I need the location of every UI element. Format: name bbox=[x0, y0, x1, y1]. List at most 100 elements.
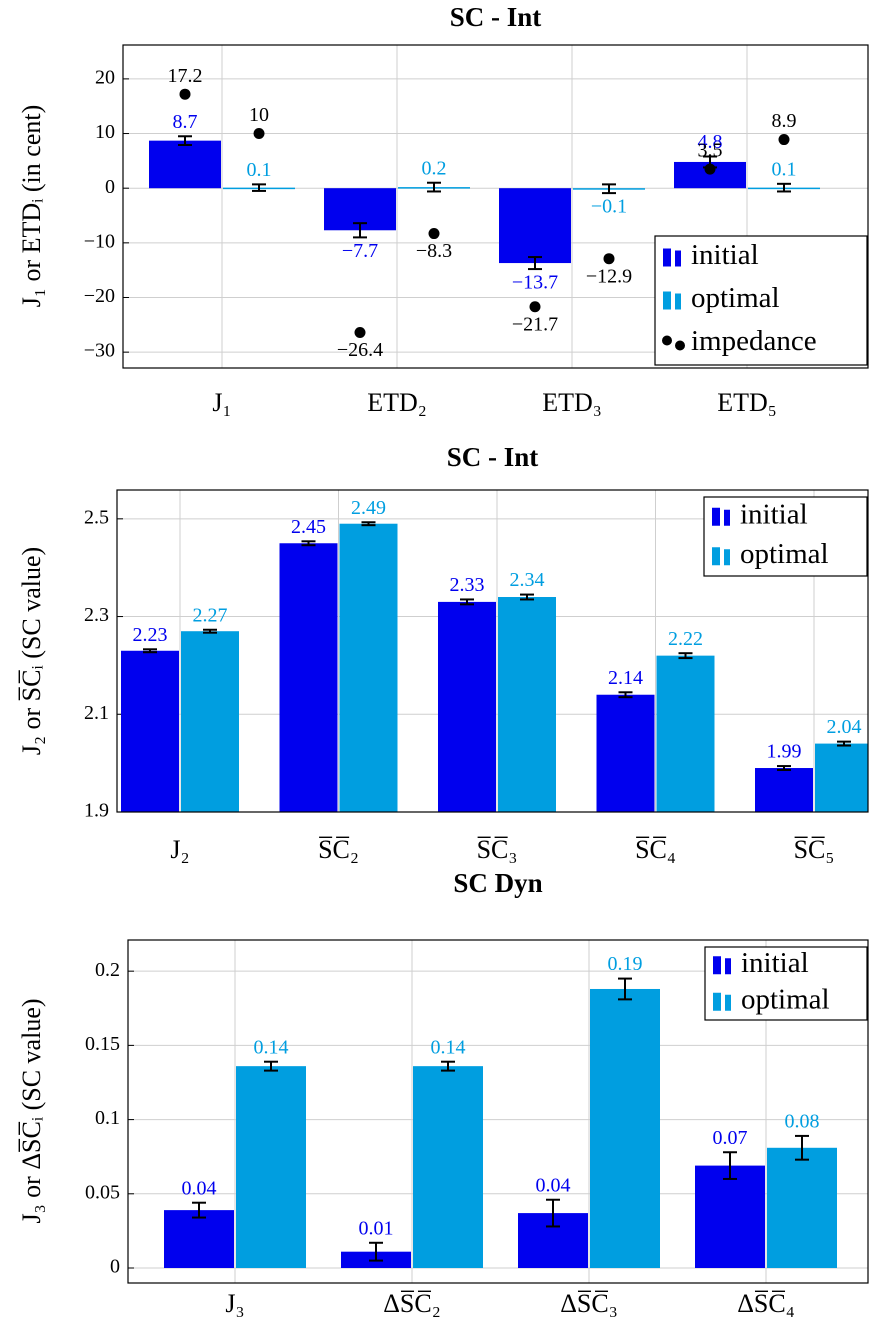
value-label: −12.9 bbox=[586, 265, 632, 287]
y-tick-label: 20 bbox=[95, 66, 115, 88]
bar bbox=[695, 1165, 765, 1269]
value-label: 0.04 bbox=[182, 1177, 217, 1199]
legend-marker bbox=[663, 248, 671, 267]
y-tick-label: 0 bbox=[105, 176, 115, 198]
legend-label: impedance bbox=[691, 325, 817, 357]
value-label: 0.01 bbox=[359, 1217, 394, 1239]
value-label: 2.04 bbox=[827, 716, 862, 738]
legend: initial optimal bbox=[703, 496, 868, 577]
y-tick-label: 2.5 bbox=[84, 506, 109, 528]
legend-box bbox=[704, 946, 868, 1021]
value-label: −26.4 bbox=[337, 339, 383, 361]
value-label: 0.1 bbox=[247, 159, 272, 181]
scatter-point bbox=[529, 301, 541, 313]
value-label: 0.19 bbox=[608, 953, 643, 975]
x-tick-label: S̅C̅₄ bbox=[635, 835, 676, 864]
chart-panel: SC - Int J₁ or ETDᵢ (in cent) −30 −20 −10 0 10… bbox=[17, 2, 869, 417]
value-label: −7.7 bbox=[342, 240, 378, 262]
value-label: −13.7 bbox=[512, 272, 558, 294]
y-axis-label: J₂ or S̅C̅ᵢ (SC value) bbox=[17, 547, 46, 755]
value-label: 0.14 bbox=[431, 1036, 466, 1058]
x-tick-label: J₁ bbox=[212, 388, 231, 417]
legend-marker bbox=[675, 293, 681, 310]
legend-marker bbox=[725, 994, 731, 1011]
bar bbox=[279, 543, 338, 812]
plot-area bbox=[121, 521, 868, 812]
legend-marker bbox=[675, 340, 685, 351]
legend-marker bbox=[662, 335, 672, 346]
bar bbox=[236, 1066, 306, 1269]
chart-panel: SC Dyn J₃ or ΔS̅C̅ᵢ (SC value) 0 0.05 0.1 0.1… bbox=[17, 868, 869, 1318]
value-label: 1.99 bbox=[767, 741, 802, 763]
value-label: 0.2 bbox=[422, 157, 447, 179]
legend-marker bbox=[724, 509, 730, 526]
value-label: 0.04 bbox=[536, 1174, 571, 1196]
legend-label: initial bbox=[691, 239, 759, 271]
y-tick-label: −10 bbox=[84, 230, 115, 252]
value-label: 2.49 bbox=[351, 497, 386, 519]
legend: initial optimal impedance bbox=[654, 235, 868, 366]
legend-marker bbox=[675, 250, 681, 267]
y-tick-label: 0.1 bbox=[95, 1107, 120, 1129]
y-tick-label: 0 bbox=[110, 1256, 120, 1278]
bar bbox=[656, 655, 715, 812]
x-tick-label: S̅C̅₅ bbox=[794, 835, 835, 864]
value-label: 2.22 bbox=[668, 628, 703, 650]
value-label: 0.07 bbox=[713, 1127, 748, 1149]
value-label: 10 bbox=[249, 104, 269, 126]
y-tick-label: 0.2 bbox=[95, 959, 120, 981]
legend-marker bbox=[713, 992, 721, 1011]
legend-marker bbox=[712, 547, 720, 566]
value-label: 8.9 bbox=[772, 110, 797, 132]
value-labels: 8.7 −7.7 −13.7 4.8 0.1 0.2 −0.1 0.1 17.2 10 −26.4 −… bbox=[168, 65, 797, 361]
x-tick-label: J₃ bbox=[225, 1289, 244, 1318]
value-label: 2.23 bbox=[133, 624, 168, 646]
bar bbox=[590, 988, 660, 1269]
bar bbox=[499, 188, 571, 264]
legend-box bbox=[654, 235, 868, 366]
bar bbox=[149, 140, 221, 189]
chart-title: SC Dyn bbox=[453, 868, 542, 898]
x-tick-label: ETD₅ bbox=[717, 388, 777, 417]
x-tick-label: S̅C̅₂ bbox=[318, 835, 359, 864]
chart-title: SC - Int bbox=[450, 2, 542, 32]
y-tick-label: 10 bbox=[95, 121, 115, 143]
value-labels: 0.04 0.01 0.04 0.07 0.14 0.14 0.19 0.08 bbox=[182, 953, 820, 1239]
y-tick-label: −20 bbox=[84, 285, 115, 307]
bar bbox=[596, 694, 655, 812]
scatter-point bbox=[428, 228, 440, 240]
scatter-point bbox=[603, 253, 615, 265]
x-tick-label: ΔS̅C̅₃ bbox=[560, 1289, 618, 1318]
scatter-point bbox=[179, 88, 191, 100]
bar bbox=[413, 1066, 483, 1269]
legend-marker bbox=[712, 507, 720, 526]
value-label: 2.34 bbox=[510, 569, 545, 591]
legend-label: optimal bbox=[740, 538, 829, 570]
scatter-point bbox=[253, 128, 265, 140]
axes-frame bbox=[127, 939, 869, 1284]
value-label: 2.14 bbox=[608, 667, 643, 689]
legend-marker bbox=[713, 956, 721, 975]
value-label: 0.14 bbox=[254, 1036, 289, 1058]
y-tick-label: 2.1 bbox=[84, 702, 109, 724]
scatter-point bbox=[354, 326, 366, 338]
value-labels: 2.23 2.45 2.33 2.14 1.99 2.27 2.49 2.34 2.22 2.04 bbox=[133, 497, 862, 763]
value-label: 2.45 bbox=[291, 516, 326, 538]
value-label: 2.27 bbox=[193, 604, 228, 626]
y-axis-label: J₃ or ΔS̅C̅ᵢ (SC value) bbox=[17, 998, 46, 1223]
axes-frame bbox=[122, 44, 869, 369]
bar bbox=[767, 1147, 837, 1269]
x-tick-label: ETD₃ bbox=[542, 388, 602, 417]
value-label: −21.7 bbox=[512, 313, 558, 335]
bar bbox=[339, 523, 398, 812]
legend-label: initial bbox=[741, 947, 809, 979]
y-axis-label: J₁ or ETDᵢ (in cent) bbox=[17, 105, 46, 307]
y-tick-label: 2.3 bbox=[84, 604, 109, 626]
bar bbox=[755, 768, 813, 812]
plot-area bbox=[149, 88, 820, 338]
legend-label: initial bbox=[740, 498, 808, 530]
y-tick-label: 0.05 bbox=[85, 1181, 120, 1203]
bar bbox=[498, 597, 556, 812]
value-label: 2.33 bbox=[450, 574, 485, 596]
y-tick-label: 1.9 bbox=[84, 800, 109, 822]
